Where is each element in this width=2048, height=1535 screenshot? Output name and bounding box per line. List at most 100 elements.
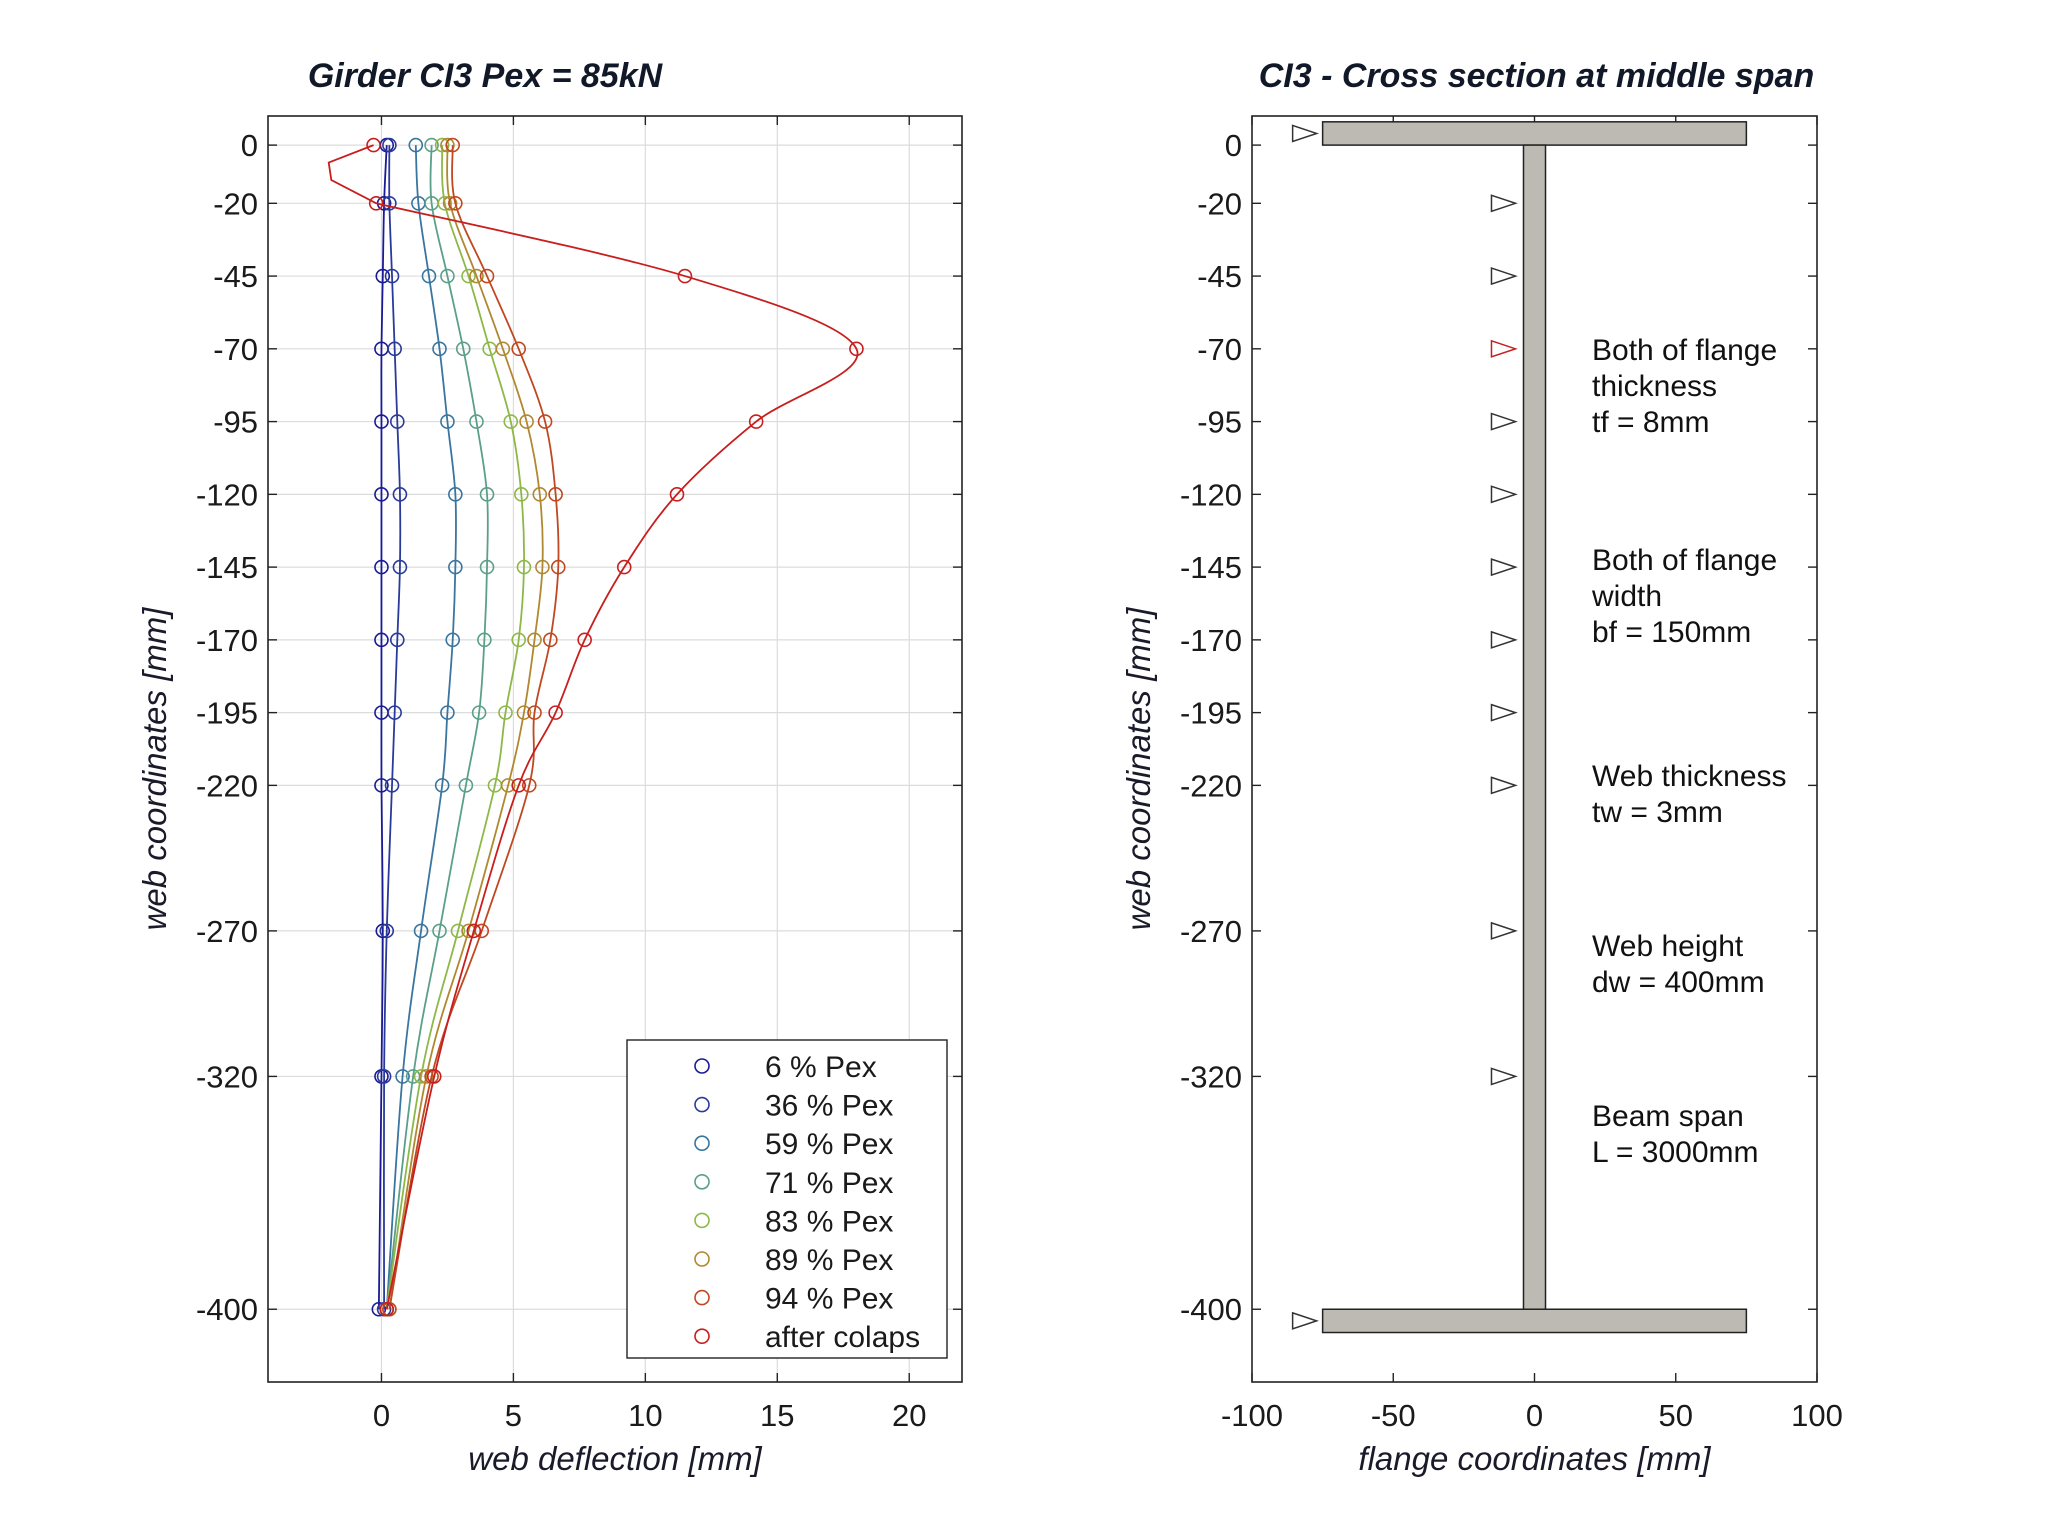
- series-point: [437, 196, 453, 211]
- series-point: [537, 414, 553, 429]
- series-point: [495, 341, 511, 357]
- y-tick-label: -400: [1180, 1292, 1242, 1327]
- annotation-text: Both of flange: [1592, 334, 1777, 367]
- series-point: [450, 923, 466, 939]
- y-tick-label: -145: [196, 550, 258, 585]
- measurement-marker: [1490, 703, 1518, 722]
- y-tick-label: -20: [213, 186, 258, 221]
- series-line: [327, 144, 859, 1310]
- y-tick-label: -320: [196, 1059, 258, 1094]
- series-point: [479, 559, 495, 575]
- series-point: [392, 559, 408, 575]
- series-point: [445, 632, 461, 648]
- y-tick-label: -70: [1197, 332, 1242, 367]
- y-tick-label: -95: [213, 405, 258, 440]
- x-tick-label: 100: [1791, 1398, 1843, 1433]
- y-tick-label: -145: [1180, 550, 1242, 585]
- series-point: [375, 923, 391, 939]
- legend-marker: [694, 1212, 710, 1229]
- series-point: [434, 137, 450, 153]
- series-point: [514, 487, 529, 502]
- series-point: [384, 268, 400, 284]
- legend-marker: [694, 1058, 710, 1074]
- legend-label: 83 % Pex: [765, 1205, 893, 1238]
- chart-title: Girder CI3 Pex = 85kN: [308, 57, 664, 95]
- measurement-marker: [1490, 558, 1518, 577]
- x-tick-label: 10: [628, 1398, 662, 1433]
- x-tick-label: 50: [1659, 1398, 1693, 1433]
- series-point: [421, 268, 437, 284]
- y-tick-label: -20: [1197, 186, 1242, 221]
- series-point: [379, 1301, 395, 1317]
- series-point: [392, 487, 408, 502]
- y-tick-label: -320: [1180, 1059, 1242, 1094]
- series-point: [458, 778, 474, 793]
- series-point: [677, 268, 693, 284]
- y-tick-label: -195: [196, 696, 258, 731]
- y-tick-label: -220: [1180, 768, 1242, 803]
- legend-marker: [694, 1135, 710, 1151]
- series-point: [469, 268, 484, 284]
- y-axis-label: web coordinates [mm]: [1120, 607, 1157, 931]
- series-line: [388, 145, 560, 1310]
- series-point: [390, 414, 405, 429]
- series-point: [366, 137, 381, 153]
- series-point: [548, 705, 563, 720]
- legend-marker: [694, 1289, 710, 1306]
- annotation-text: Beam span: [1592, 1100, 1744, 1133]
- series-line: [388, 145, 544, 1310]
- series-line: [377, 145, 388, 1310]
- measurement-marker: [1490, 194, 1518, 213]
- annotation-text: Both of flange: [1592, 544, 1777, 577]
- series-point: [527, 632, 542, 648]
- series-point: [382, 137, 397, 153]
- series-point: [448, 196, 463, 211]
- series-point: [479, 268, 495, 284]
- measurement-marker: [1490, 485, 1518, 504]
- y-tick-label: -400: [196, 1292, 258, 1327]
- series-point: [448, 487, 463, 502]
- x-axis-label: web deflection [mm]: [468, 1440, 762, 1477]
- legend-marker: [694, 1096, 710, 1113]
- series-point: [516, 559, 532, 575]
- bottom-flange: [1321, 1308, 1748, 1334]
- series-point: [498, 705, 513, 720]
- series-point: [424, 137, 439, 153]
- series-point: [432, 923, 447, 939]
- annotation-text: tf = 8mm: [1592, 406, 1710, 439]
- y-tick-label: -270: [1180, 914, 1242, 949]
- legend-label: 71 % Pex: [765, 1167, 893, 1200]
- y-tick-label: -270: [196, 914, 258, 949]
- series-point: [532, 487, 548, 502]
- annotation-text: bf = 150mm: [1592, 616, 1751, 649]
- series-point: [577, 632, 592, 648]
- x-tick-label: 5: [505, 1398, 522, 1433]
- series-line: [385, 145, 489, 1310]
- y-tick-label: 0: [1225, 128, 1242, 163]
- series-point: [474, 923, 490, 939]
- series-point: [519, 414, 534, 429]
- series-point: [371, 1301, 387, 1317]
- annotation-text: thickness: [1592, 370, 1717, 403]
- series-point: [543, 632, 558, 648]
- series-point: [375, 268, 391, 284]
- series-point: [374, 632, 389, 648]
- series-point: [748, 414, 764, 429]
- y-axis-label: web coordinates [mm]: [136, 607, 173, 931]
- series-point: [395, 1069, 410, 1084]
- series-point: [390, 632, 405, 648]
- series-line: [383, 145, 402, 1310]
- y-tick-label: -195: [1180, 696, 1242, 731]
- series-point: [384, 778, 400, 793]
- series-point: [376, 1069, 392, 1084]
- y-tick-label: -120: [196, 477, 258, 512]
- series-point: [434, 778, 450, 793]
- series-point: [511, 778, 526, 793]
- measurement-marker: [1490, 630, 1518, 649]
- x-tick-label: -50: [1371, 1398, 1416, 1433]
- series-point: [374, 414, 389, 429]
- y-tick-label: -170: [1180, 623, 1242, 658]
- x-tick-label: 15: [760, 1398, 794, 1433]
- annotation-text: tw = 3mm: [1592, 796, 1723, 829]
- legend-marker: [694, 1251, 710, 1267]
